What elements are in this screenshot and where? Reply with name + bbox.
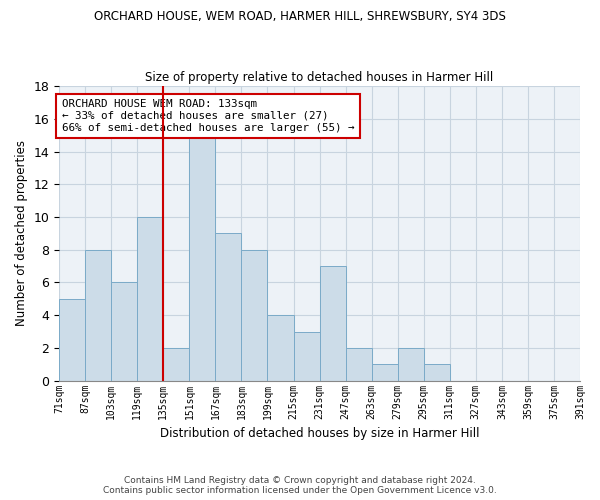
Bar [137,217,163,380]
Text: ORCHARD HOUSE WEM ROAD: 133sqm
← 33% of detached houses are smaller (27)
66% of : ORCHARD HOUSE WEM ROAD: 133sqm ← 33% of … [62,100,354,132]
Bar [215,234,241,380]
Y-axis label: Number of detached properties: Number of detached properties [15,140,28,326]
Bar [190,135,215,380]
Text: Contains HM Land Registry data © Crown copyright and database right 2024.
Contai: Contains HM Land Registry data © Crown c… [103,476,497,495]
Title: Size of property relative to detached houses in Harmer Hill: Size of property relative to detached ho… [145,70,494,84]
Bar [371,364,398,380]
Bar [268,315,293,380]
Bar [346,348,371,380]
Bar [59,299,85,380]
Bar [293,332,320,380]
Bar [85,250,111,380]
Bar [424,364,450,380]
Bar [241,250,268,380]
Bar [320,266,346,380]
Bar [111,282,137,380]
Bar [398,348,424,380]
X-axis label: Distribution of detached houses by size in Harmer Hill: Distribution of detached houses by size … [160,427,479,440]
Text: ORCHARD HOUSE, WEM ROAD, HARMER HILL, SHREWSBURY, SY4 3DS: ORCHARD HOUSE, WEM ROAD, HARMER HILL, SH… [94,10,506,23]
Bar [163,348,190,380]
